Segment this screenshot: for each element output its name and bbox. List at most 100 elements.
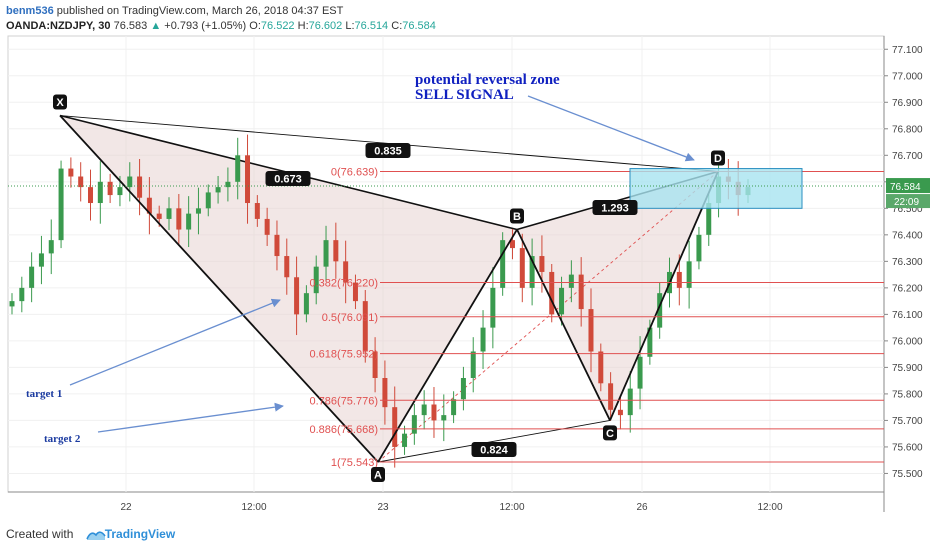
candle-body — [127, 176, 133, 188]
candle-body — [608, 383, 614, 410]
candle-body — [411, 415, 417, 434]
candle-body — [78, 176, 84, 188]
candle-body — [137, 176, 143, 198]
fib-level-label: 0.886(75.668) — [310, 424, 379, 436]
ratio-badge-ac-bg — [471, 442, 517, 457]
pattern-point-b-bg — [510, 208, 524, 224]
candle-body — [107, 181, 113, 196]
arrow-to-prz — [527, 95, 695, 162]
candle-body — [186, 213, 192, 230]
published-text: published on TradingView.com, March 26, … — [56, 5, 344, 17]
author-link[interactable]: benm536 — [6, 5, 54, 17]
arrow-target-2 — [97, 402, 284, 433]
candle-body — [303, 293, 309, 315]
x-tick-label: 23 — [377, 502, 389, 513]
last-price: 76.583 — [113, 20, 148, 32]
tradingview-logo-icon — [86, 531, 106, 540]
open-value: 76.522 — [260, 20, 295, 32]
candle-body — [245, 155, 251, 204]
high-label: H: — [297, 20, 309, 32]
candle-body — [627, 388, 633, 416]
ratio-line-ac — [377, 419, 611, 463]
y-tick-label: 75.900 — [892, 363, 923, 374]
pattern-point-d-bg — [711, 150, 725, 166]
candle-body — [706, 203, 712, 235]
candle-body — [254, 203, 260, 219]
y-tick-label: 75.600 — [892, 442, 923, 453]
candle-body — [29, 266, 35, 288]
pattern-leg-bc — [516, 229, 611, 421]
candle-body — [431, 404, 437, 421]
annotation-sell-signal: SELL SIGNAL — [415, 87, 514, 103]
x-tick-label: 26 — [636, 502, 648, 513]
candle-body — [264, 218, 270, 235]
candle-body — [500, 240, 506, 288]
pattern-point-a-bg — [371, 467, 385, 483]
candle-body — [97, 181, 103, 204]
candle-body — [323, 240, 329, 267]
candle-body — [509, 240, 515, 249]
annotation-target-2: target 2 — [44, 433, 81, 445]
annotation-target-1: target 1 — [26, 388, 62, 400]
candle-body — [441, 415, 447, 421]
x-tick-label: 12:00 — [241, 502, 266, 513]
pattern-xab-fill — [60, 115, 517, 463]
y-tick-label: 75.500 — [892, 469, 923, 480]
close-label: C: — [391, 20, 403, 32]
x-tick-label: 12:00 — [499, 502, 524, 513]
annotation-prz-title: potential reversal zone — [415, 72, 560, 88]
candle-body — [19, 287, 25, 302]
candle-body — [156, 213, 162, 219]
candle-body — [519, 248, 525, 288]
y-tick-label: 76.700 — [892, 151, 923, 162]
pattern-point-c: C — [606, 428, 614, 440]
candle-body — [549, 271, 555, 315]
ratio-badge-xb-bg — [265, 171, 311, 186]
candle-body — [470, 351, 476, 378]
ratio-badge-xb: 0.673 — [274, 174, 302, 186]
candle-body — [421, 404, 427, 416]
candle-body — [9, 301, 15, 307]
fib-level-label: 0(76.639) — [331, 166, 378, 178]
ratio-badge-ac: 0.824 — [480, 445, 508, 457]
candle-body — [617, 409, 623, 416]
candle-body — [588, 309, 594, 352]
candle-body — [205, 192, 211, 209]
pattern-leg-ab — [377, 229, 518, 463]
candle-body — [294, 277, 300, 315]
countdown-tag-label: 22:09 — [894, 197, 919, 208]
countdown-tag-bg — [886, 194, 930, 209]
symbol-line: OANDA:NZDJPY, 30 76.583 ▲ +0.793 (+1.05%… — [6, 20, 436, 32]
candle-body — [235, 155, 241, 182]
candle-body — [176, 208, 182, 230]
tradingview-brand-link[interactable]: TradingView — [104, 527, 176, 541]
candle-body — [68, 168, 74, 177]
y-tick-label: 76.500 — [892, 204, 923, 215]
ratio-badge-bd-bg — [592, 200, 638, 215]
y-tick-label: 76.200 — [892, 283, 923, 294]
publish-line: benm536 published on TradingView.com, Ma… — [6, 5, 343, 17]
candle-body — [88, 187, 94, 204]
candle-body — [372, 351, 378, 378]
candle-body — [38, 253, 44, 267]
candle-body — [637, 356, 643, 389]
low-value: 76.514 — [354, 20, 389, 32]
candle-body — [539, 256, 545, 272]
ratio-badge-xd: 0.835 — [374, 146, 402, 158]
candle-body — [215, 187, 221, 193]
footer: Created with TradingView — [6, 527, 175, 541]
candle-body — [490, 287, 496, 328]
candle-body — [529, 256, 535, 288]
y-tick-label: 76.100 — [892, 310, 923, 321]
candle-body — [195, 208, 201, 214]
created-with-label: Created with — [6, 527, 74, 541]
symbol-label: OANDA:NZDJPY, 30 — [6, 20, 111, 32]
arrow-target-1 — [69, 298, 281, 386]
candle-body — [166, 208, 172, 219]
pattern-point-c-bg — [603, 425, 617, 441]
close-value: 76.584 — [402, 20, 436, 32]
fib-level-label: 0.5(76.091) — [322, 312, 378, 324]
pattern-point-x-bg — [53, 94, 67, 110]
reversal-zone-box — [629, 168, 803, 209]
